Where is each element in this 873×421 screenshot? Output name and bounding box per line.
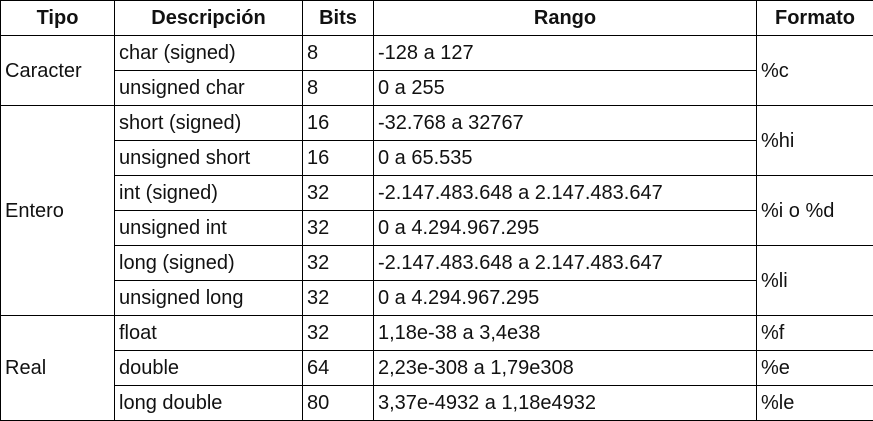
formato-cell: %i o %d	[756, 175, 873, 246]
rango-cell: 3,37e-4932 a 1,18e4932	[373, 385, 757, 421]
descripcion-cell: short (signed)	[114, 105, 303, 141]
header-bits: Bits	[302, 0, 374, 36]
bits-cell: 64	[302, 350, 374, 386]
table-row: Entero short (signed) 16 -32.768 a 32767…	[0, 105, 873, 316]
table-row: unsigned long 32 0 a 4.294.967.295	[1, 280, 873, 316]
rango-cell: -32.768 a 32767	[373, 105, 757, 141]
rango-cell: 1,18e-38 a 3,4e38	[373, 315, 757, 351]
header-formato: Formato	[756, 0, 873, 36]
tipo-cell-entero: Entero	[0, 105, 115, 316]
table-row: long double 80 3,37e-4932 a 1,18e4932 %l…	[1, 385, 873, 421]
bits-cell: 16	[302, 140, 374, 176]
bits-cell: 16	[302, 105, 374, 141]
tipo-cell-real: Real	[0, 315, 115, 421]
rango-cell: 0 a 255	[373, 70, 757, 106]
rango-cell: -2.147.483.648 a 2.147.483.647	[373, 245, 757, 281]
descripcion-cell: long double	[114, 385, 303, 421]
rango-cell: -128 a 127	[373, 35, 757, 71]
formato-cell: %f	[756, 315, 873, 351]
header-descripcion: Descripción	[114, 0, 303, 36]
table-row: unsigned char 8 0 a 255	[1, 70, 873, 106]
rango-cell: 0 a 4.294.967.295	[373, 280, 757, 316]
formato-cell: %e	[756, 350, 873, 386]
table-row: Caracter char (signed) 8 -128 a 127 %c	[0, 35, 873, 106]
rango-cell: 0 a 4.294.967.295	[373, 210, 757, 246]
table-row: unsigned int 32 0 a 4.294.967.295	[1, 210, 873, 246]
bits-cell: 32	[302, 280, 374, 316]
table-row: double 64 2,23e-308 a 1,79e308 %e	[1, 350, 873, 386]
header-tipo: Tipo	[0, 0, 115, 36]
header-row: Tipo Descripción Bits Rango Formato	[0, 0, 873, 36]
descripcion-cell: float	[114, 315, 303, 351]
rango-cell: 0 a 65.535	[373, 140, 757, 176]
formato-cell: %c	[756, 35, 873, 106]
descripcion-cell: unsigned long	[114, 280, 303, 316]
formato-cell: %le	[756, 385, 873, 421]
descripcion-cell: char (signed)	[114, 35, 303, 71]
tipo-cell-caracter: Caracter	[0, 35, 115, 106]
descripcion-cell: int (signed)	[114, 175, 303, 211]
bits-cell: 32	[302, 315, 374, 351]
table-row: Real float 32 1,18e-38 a 3,4e38 %f	[0, 315, 873, 421]
descripcion-cell: unsigned int	[114, 210, 303, 246]
formato-cell: %li	[756, 245, 873, 316]
formato-cell: %hi	[756, 105, 873, 176]
bits-cell: 8	[302, 70, 374, 106]
rango-cell: 2,23e-308 a 1,79e308	[373, 350, 757, 386]
descripcion-cell: unsigned char	[114, 70, 303, 106]
bits-cell: 80	[302, 385, 374, 421]
descripcion-cell: long (signed)	[114, 245, 303, 281]
bits-cell: 8	[302, 35, 374, 71]
table-row: unsigned short 16 0 a 65.535	[1, 140, 873, 176]
header-rango: Rango	[373, 0, 757, 36]
table-row: int (signed) 32 -2.147.483.648 a 2.147.4…	[1, 175, 873, 246]
descripcion-cell: double	[114, 350, 303, 386]
bits-cell: 32	[302, 175, 374, 211]
bits-cell: 32	[302, 245, 374, 281]
rango-cell: -2.147.483.648 a 2.147.483.647	[373, 175, 757, 211]
descripcion-cell: unsigned short	[114, 140, 303, 176]
table-row: long (signed) 32 -2.147.483.648 a 2.147.…	[1, 245, 873, 316]
bits-cell: 32	[302, 210, 374, 246]
